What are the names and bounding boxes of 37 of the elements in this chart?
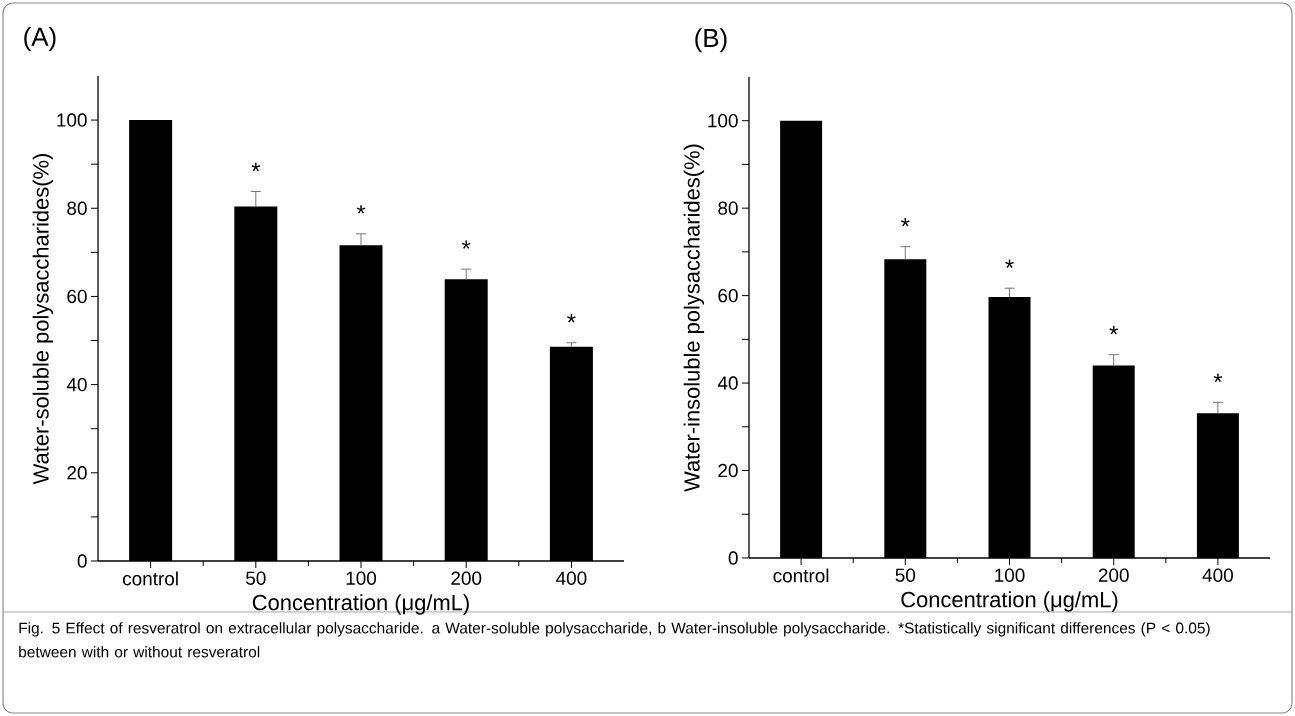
y-axis-title: Water-insoluble polysaccharides(%) [683,144,705,492]
y-tick-label: 60 [718,288,738,303]
x-tick-label: 400 [556,571,587,585]
y-tick-label: 20 [67,466,87,480]
annotation: * [1213,373,1223,383]
x-tick-label: 200 [451,571,482,585]
chart-title: (B) [695,28,727,53]
x-tick-label: 50 [895,568,916,582]
x-tick-label: 100 [995,568,1025,582]
annotation: * [901,217,910,227]
annotation: * [251,162,261,172]
y-tick-label: 80 [718,201,738,215]
x-axis-title: Concentration (μg/mL) [252,594,469,615]
x-tick-label: control [773,568,829,583]
annotation: * [461,240,471,249]
y-axis-title: Water-soluble polysaccharides(%) [32,154,54,485]
x-tick-label: 200 [1098,568,1129,582]
x-tick-label: control [123,571,178,586]
annotation: * [356,205,366,214]
y-tick-label: 40 [66,377,87,392]
chart-title: (A) [24,26,56,52]
y-tick-label: 0 [77,554,87,568]
annotation: * [1109,326,1118,335]
y-tick-label: 40 [717,376,738,390]
y-tick-label: 100 [708,114,738,128]
x-tick-label: 50 [246,571,266,585]
annotation: * [567,314,576,323]
caption: Fig. 5 Effect of resveratrol on extracellular polysaccharide. a Water-soluble polysaccharide, b Water-insoluble polysaccharide. *Statistically significant differences (P < 0.05) between with or without resveratrol [19,622,1210,658]
x-tick-label: 400 [1202,568,1233,582]
x-tick-label: 100 [346,571,377,585]
y-tick-label: 80 [67,201,87,215]
y-tick-label: 60 [67,289,87,304]
y-tick-label: 100 [57,113,87,127]
x-axis-title: Concentration (μg/mL) [901,591,1118,612]
y-tick-label: 0 [728,551,738,565]
annotation: * [1005,259,1014,268]
y-tick-label: 20 [718,463,738,478]
